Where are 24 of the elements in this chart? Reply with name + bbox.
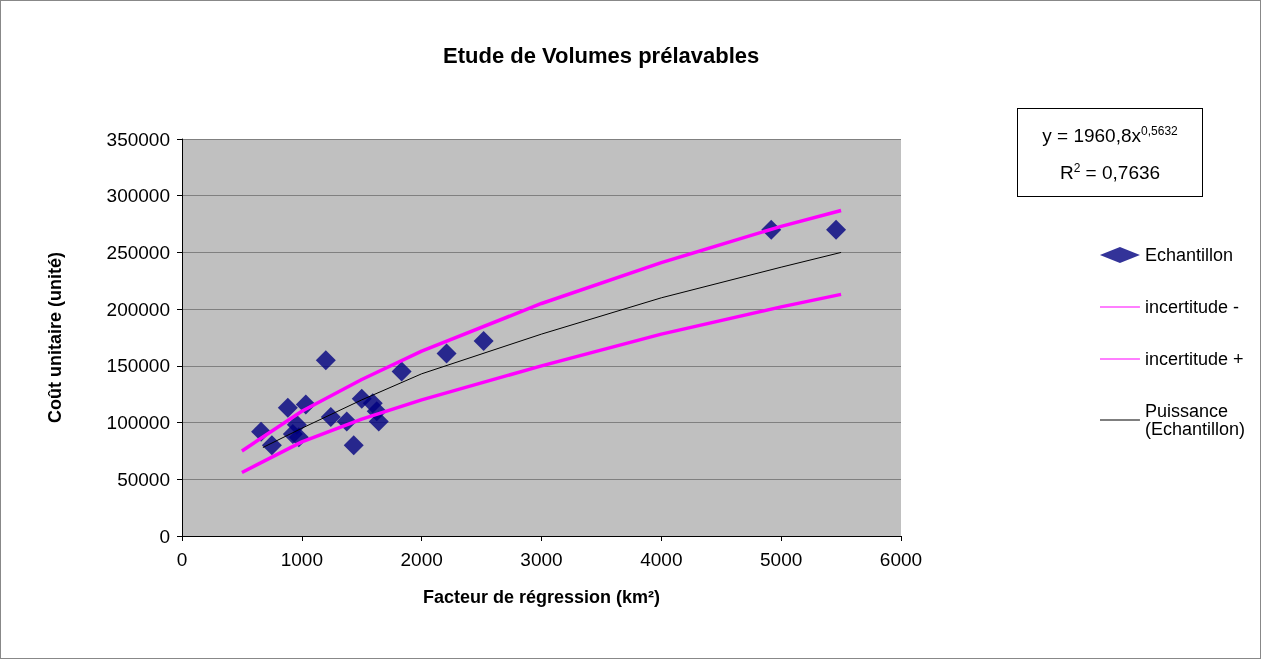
x-tick-label: 4000 bbox=[640, 549, 683, 570]
x-axis-title: Facteur de régression (km²) bbox=[422, 587, 661, 607]
x-tick-label: 1000 bbox=[280, 549, 323, 570]
legend-label: Puissance (Echantillon) bbox=[1144, 401, 1245, 439]
legend-label: Echantillon bbox=[1144, 245, 1234, 265]
chart-title: Etude de Volumes prélavables bbox=[443, 42, 760, 68]
y-tick-label: 50000 bbox=[117, 468, 170, 490]
x-tick-label: 5000 bbox=[760, 549, 803, 570]
text: y = 1960,8x$^{0,5632}$ bbox=[1041, 123, 1179, 149]
y-tick-label: 300000 bbox=[106, 185, 170, 207]
x-tick-label: 2000 bbox=[400, 549, 443, 570]
y-tick-label: 350000 bbox=[106, 128, 170, 150]
legend-label: incertitude + bbox=[1144, 349, 1244, 369]
y-tick-label: 200000 bbox=[106, 298, 170, 320]
x-tick-label: 6000 bbox=[879, 549, 923, 570]
x-tick-label: 0 bbox=[176, 549, 188, 570]
y-tick-label: 100000 bbox=[106, 412, 170, 434]
x-tick-label: 3000 bbox=[520, 549, 563, 570]
y-tick-label: 150000 bbox=[106, 355, 170, 377]
y-axis-title: Coût unitaire (unité) bbox=[45, 252, 65, 423]
y-tick-label: 250000 bbox=[106, 241, 170, 263]
y-tick-label: 0 bbox=[159, 525, 170, 547]
text: R$^{2}$ = 0,7636 bbox=[1058, 160, 1162, 186]
legend-label: incertitude - bbox=[1144, 297, 1239, 317]
